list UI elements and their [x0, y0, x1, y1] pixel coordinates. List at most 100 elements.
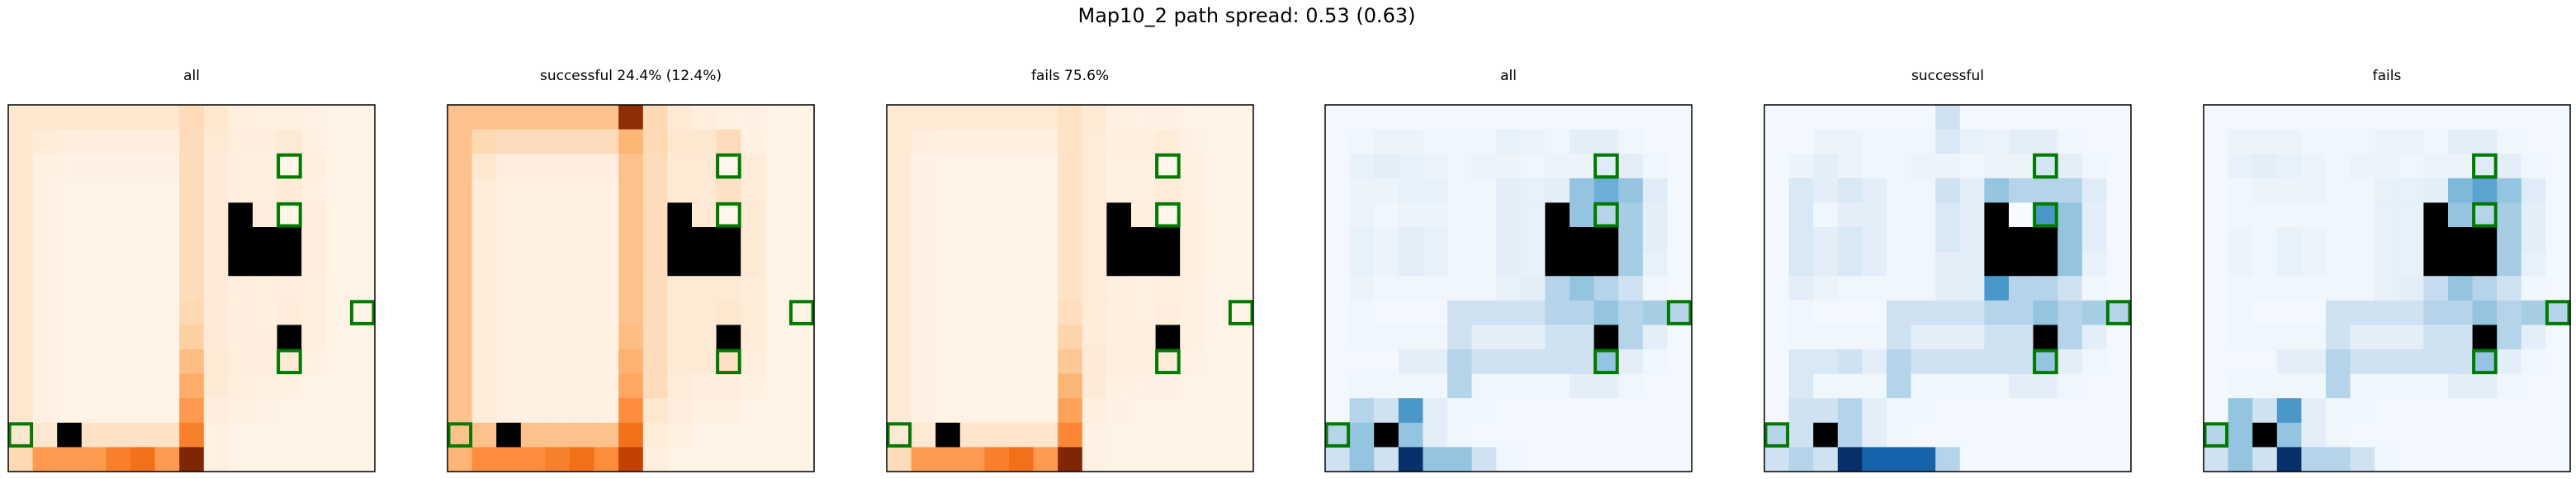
heatmap-cell	[2448, 447, 2474, 472]
heatmap-cell	[32, 154, 58, 179]
heatmap-cell	[692, 105, 717, 130]
heatmap-cell	[1642, 154, 1668, 179]
heatmap-cell	[2497, 300, 2522, 325]
heatmap-cell	[496, 154, 522, 179]
heatmap-cell	[277, 398, 302, 424]
obstacle-cell	[2033, 227, 2058, 253]
heatmap-cell	[887, 129, 912, 154]
heatmap-cell	[1837, 251, 1863, 277]
panel-title: all	[183, 68, 200, 84]
heatmap-cell	[2301, 178, 2327, 203]
heatmap-cell	[1082, 251, 1107, 277]
heatmap-cell	[1033, 300, 1058, 325]
heatmap-cell	[81, 178, 107, 203]
heatmap-cell	[1764, 129, 1790, 154]
heatmap-cell	[1837, 325, 1863, 350]
heatmap-cell	[8, 325, 34, 350]
heatmap-cell	[1058, 398, 1083, 424]
heatmap-cell	[1471, 178, 1497, 203]
heatmap-cell	[57, 300, 83, 325]
heatmap-cell	[277, 105, 302, 130]
target-marker	[1764, 422, 1790, 448]
heatmap-cell	[1349, 178, 1375, 203]
heatmap-cell	[1082, 227, 1107, 253]
heatmap-cell	[1471, 154, 1497, 179]
heatmap-cell	[2009, 447, 2034, 472]
heatmap-cell	[984, 373, 1010, 399]
heatmap-cell	[1959, 129, 1985, 154]
heatmap-cell	[2204, 178, 2229, 203]
heatmap-cell	[2448, 422, 2474, 448]
heatmap-cell	[1496, 251, 1522, 277]
heatmap-cell	[1911, 154, 1936, 179]
heatmap-cell	[1131, 178, 1157, 203]
target-marker	[1155, 349, 1181, 375]
heatmap-cell	[2276, 447, 2302, 472]
heatmap-cell	[1887, 251, 1912, 277]
heatmap-cell	[1033, 202, 1058, 228]
heatmap-cell	[594, 325, 619, 350]
heatmap-cell	[959, 276, 985, 301]
heatmap-cell	[959, 325, 985, 350]
heatmap-cell	[935, 447, 961, 472]
heatmap-cell	[2276, 227, 2302, 253]
heatmap-cell	[642, 422, 668, 448]
heatmap-cell	[2009, 276, 2034, 301]
heatmap-cell	[887, 325, 912, 350]
heatmap-cell	[253, 300, 278, 325]
heatmap-cell	[1911, 300, 1936, 325]
heatmap-cell	[1496, 422, 1522, 448]
heatmap-cell	[1935, 105, 1961, 130]
heatmap-cell	[1667, 276, 1693, 301]
heatmap-cell	[2350, 447, 2375, 472]
target-marker	[277, 153, 302, 179]
heatmap-cell	[2545, 105, 2571, 130]
heatmap-cell	[1911, 227, 1936, 253]
heatmap-cell	[325, 129, 351, 154]
heatmap-cell	[1984, 178, 2010, 203]
heatmap-cell	[984, 398, 1010, 424]
heatmap-cell	[154, 373, 180, 399]
heatmap-cell	[1325, 349, 1351, 375]
heatmap-cell	[301, 349, 327, 375]
heatmap-cell	[1180, 154, 1205, 179]
heatmap-cell	[1667, 300, 1693, 325]
heatmap-cell	[2057, 105, 2083, 130]
heatmap-cell	[959, 105, 985, 130]
heatmap-cell	[911, 154, 936, 179]
heatmap-cell	[1570, 154, 1595, 179]
heatmap-cell	[1398, 276, 1423, 301]
heatmap-cell	[2106, 422, 2132, 448]
heatmap-cell	[935, 300, 961, 325]
heatmap-cell	[2398, 202, 2424, 228]
heatmap-cell	[2472, 178, 2498, 203]
heatmap-cell	[2276, 422, 2302, 448]
heatmap-cell	[1229, 276, 1254, 301]
heatmap-cell	[1862, 349, 1887, 375]
heatmap-cell	[741, 325, 766, 350]
heatmap-cell	[2228, 227, 2253, 253]
heatmap-cell	[81, 202, 107, 228]
heatmap-cell	[471, 398, 497, 424]
heatmap-cell	[350, 276, 376, 301]
heatmap-cell	[1570, 202, 1595, 228]
heatmap-cell	[2497, 129, 2522, 154]
heatmap-cell	[2033, 276, 2058, 301]
heatmap-cell	[692, 178, 717, 203]
heatmap-cell	[2423, 129, 2449, 154]
heatmap-cell	[1911, 325, 1936, 350]
heatmap-cell	[716, 178, 741, 203]
heatmap-cell	[2276, 251, 2302, 277]
heatmap-cell	[2350, 154, 2375, 179]
heatmap-cell	[1423, 349, 1448, 375]
heatmap-cell	[1349, 154, 1375, 179]
heatmap-cell	[2057, 154, 2083, 179]
heatmap-cell	[2228, 373, 2253, 399]
heatmap-cell	[1788, 154, 1814, 179]
heatmap-cell	[203, 202, 229, 228]
heatmap-cell	[32, 325, 58, 350]
heatmap-cell	[2106, 325, 2132, 350]
heatmap-cell	[520, 276, 546, 301]
heatmap-cell	[545, 178, 571, 203]
heatmap-cell	[1204, 325, 1229, 350]
